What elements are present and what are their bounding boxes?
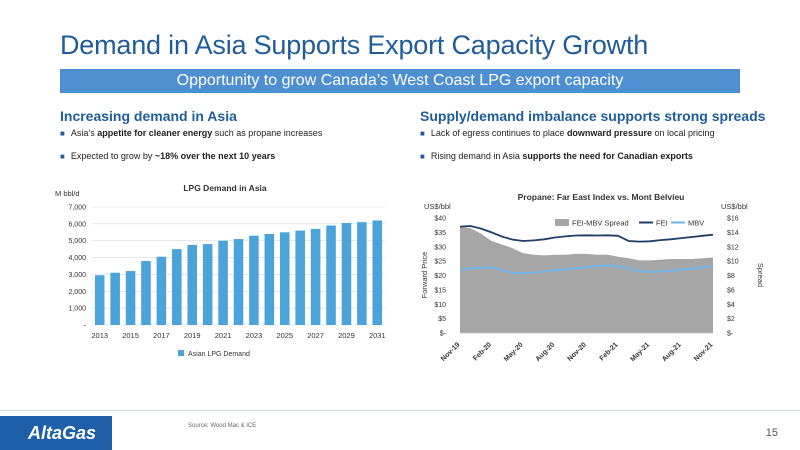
bar-y-tick: 2,000 [68,289,86,296]
left-axis-unit: US$/bbl [424,202,451,211]
bar-2013 [94,275,105,325]
line-chart-title: Propane: Far East Index vs. Mont Belvieu [518,192,685,202]
right-y-tick: $6 [727,287,735,294]
right-y-tick: $16 [727,216,739,223]
page-number: 15 [765,427,778,439]
bar-2019 [187,244,198,325]
bar-2021 [218,240,228,325]
altagas-logo: AltaGas [0,416,112,450]
bullet-dot-icon: ■ [420,129,425,138]
bar-2029 [341,223,352,325]
bar-chart-title: LPG Demand in Asia [183,183,267,193]
propane-price-chart: Propane: Far East Index vs. Mont Belvieu… [420,192,765,363]
left-bullet-1: ■ Asia’s appetite for cleaner energy such… [60,128,323,138]
fei-line [459,225,714,243]
bar-2015 [125,271,136,325]
bar-2016 [141,260,151,325]
right-y-tick: $2 [727,316,735,323]
right-axis-label: Spread [756,263,765,287]
bar-2031 [372,220,383,325]
right-bullet-1: ■ Lack of egress continues to place downw… [420,128,715,138]
right-y-tick: $10 [727,259,739,266]
bar-x-tick: 2015 [122,331,139,340]
bar-x-tick: 2029 [338,331,355,340]
legend-label: MBV [688,219,704,228]
legend-label: Asian LPG Demand [188,351,250,358]
left-y-tick: $25 [434,259,446,266]
left-y-tick: $40 [434,216,446,223]
footer-divider [0,410,800,450]
line-x-tick: Aug-21 [661,341,683,363]
bar-y-tick: 6,000 [68,221,86,228]
lpg-demand-chart: LPG Demand in Asia M bbl/d - 1,000 2,000 3,… [55,183,386,358]
left-bullet-2: ■ Expected to grow by ~18% over the next … [60,151,276,161]
right-y-tick: $8 [727,273,735,280]
bar-x-tick: 2021 [215,331,232,340]
left-y-tick: $20 [434,273,446,280]
bar-2027 [310,228,321,325]
line-x-tick: Nov-21 [693,341,715,363]
bar-2026 [295,230,305,325]
right-axis-unit: US$/bbl [721,202,748,211]
right-heading: Supply/demand imbalance supports strong … [420,108,766,124]
spread-area [460,226,713,333]
bar-2023 [249,235,259,325]
legend-swatch [178,350,184,356]
source-note: Source: Wood Mac & ICE [188,423,257,429]
bar-chart-y-unit: M bbl/d [55,189,80,198]
line-x-tick: May-20 [503,341,525,363]
left-y-tick: $30 [434,244,446,251]
slide-title: Demand in Asia Supports Export Capacity … [60,30,649,60]
legend-label: FEI [656,219,668,228]
bar-x-tick: 2027 [307,331,324,340]
bar-x-tick: 2013 [91,331,108,340]
bar-y-tick: 4,000 [68,255,86,262]
bullet-dot-icon: ■ [60,129,65,138]
legend-swatch-spread [555,219,569,226]
left-axis-label: Forward Price [420,252,429,299]
left-y-tick: $15 [434,287,446,294]
left-y-tick: $5 [438,316,446,323]
bar-2014 [110,272,120,325]
left-y-tick: $10 [434,302,446,309]
bullet-dot-icon: ■ [60,152,65,161]
footer [0,410,800,450]
bar-2017 [156,256,167,325]
banner: Opportunity to grow Canada’s West Coast … [60,69,740,93]
bar-y-tick: - [84,323,87,330]
right-y-tick: $4 [727,302,735,309]
right-bullet-2: ■ Rising demand in Asia supports the need… [420,151,693,161]
bar-2022 [233,239,244,325]
bullet-dot-icon: ■ [420,152,425,161]
left-heading: Increasing demand in Asia [60,108,237,124]
line-x-tick: Feb-20 [472,341,493,362]
left-y-tick: $- [440,331,447,338]
bar-y-tick: 1,000 [68,306,86,313]
bar-x-tick: 2019 [184,331,201,340]
bar-y-tick: 3,000 [68,272,86,279]
bar-2018 [172,249,182,325]
bar-2020 [202,244,213,325]
bar-y-tick: 7,000 [68,205,86,212]
line-x-tick: Nov-20 [566,341,588,363]
mbv-line [459,264,714,275]
bar-2030 [357,222,367,325]
bar-2024 [264,233,275,325]
bar-2028 [326,225,336,325]
bar-x-tick: 2031 [369,331,386,340]
left-y-tick: $35 [434,230,446,237]
line-x-tick: Nov-19 [440,341,462,363]
bar-x-tick: 2017 [153,331,170,340]
bar-2025 [279,232,290,325]
right-y-tick: $12 [727,244,739,251]
line-x-tick: Aug-20 [535,341,557,363]
line-x-tick: Feb-21 [599,341,620,362]
line-x-tick: May-21 [629,341,651,363]
bar-y-tick: 5,000 [68,238,86,245]
right-y-tick: $- [727,331,734,338]
right-y-tick: $14 [727,230,739,237]
bar-x-tick: 2023 [246,331,263,340]
legend-label: FEI-MBV Spread [572,219,629,228]
bar-x-tick: 2025 [276,331,293,340]
